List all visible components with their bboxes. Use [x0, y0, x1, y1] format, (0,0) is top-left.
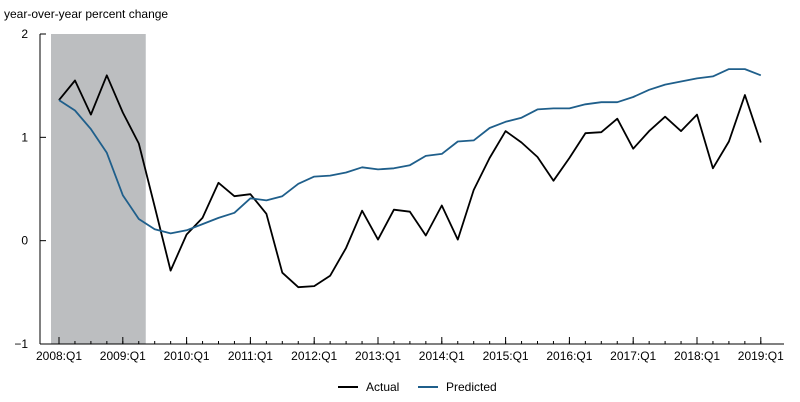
line-chart: −1 0 1 2 2008:Q1 2009:Q1 2010:Q1 2011:Q1 2012:Q1…	[14, 27, 784, 363]
legend-swatch-predicted	[418, 386, 438, 388]
legend-item-predicted: Predicted	[418, 380, 497, 394]
x-tick-label: 2010:Q1	[164, 349, 210, 363]
x-tick-label: 2009:Q1	[100, 349, 146, 363]
x-tick-label: 2019:Q1	[738, 349, 784, 363]
series-line-predicted	[58, 68, 762, 235]
x-tick-label: 2017:Q1	[610, 349, 656, 363]
x-tick-label: 2008:Q1	[36, 349, 82, 363]
x-tick-label: 2018:Q1	[674, 349, 720, 363]
legend-label-actual: Actual	[366, 380, 400, 394]
series-line-actual	[58, 74, 762, 289]
y-tick-label: 2	[21, 27, 28, 41]
x-tick-label: 2012:Q1	[291, 349, 337, 363]
y-axis-title: year-over-year percent change	[4, 7, 169, 21]
x-tick-label: 2015:Q1	[483, 349, 529, 363]
recession-shading	[51, 34, 146, 344]
legend: Actual Predicted	[0, 380, 800, 396]
y-tick-label: 1	[21, 130, 28, 144]
x-tick-label: 2016:Q1	[546, 349, 592, 363]
legend-label-predicted: Predicted	[446, 380, 497, 394]
x-tick-label: 2011:Q1	[228, 349, 273, 363]
legend-swatch-actual	[338, 386, 358, 388]
y-tick-label: 0	[21, 234, 28, 248]
legend-item-actual: Actual	[338, 380, 399, 394]
x-tick-label: 2013:Q1	[355, 349, 401, 363]
y-tick-label: −1	[14, 337, 28, 351]
x-tick-label: 2014:Q1	[419, 349, 465, 363]
